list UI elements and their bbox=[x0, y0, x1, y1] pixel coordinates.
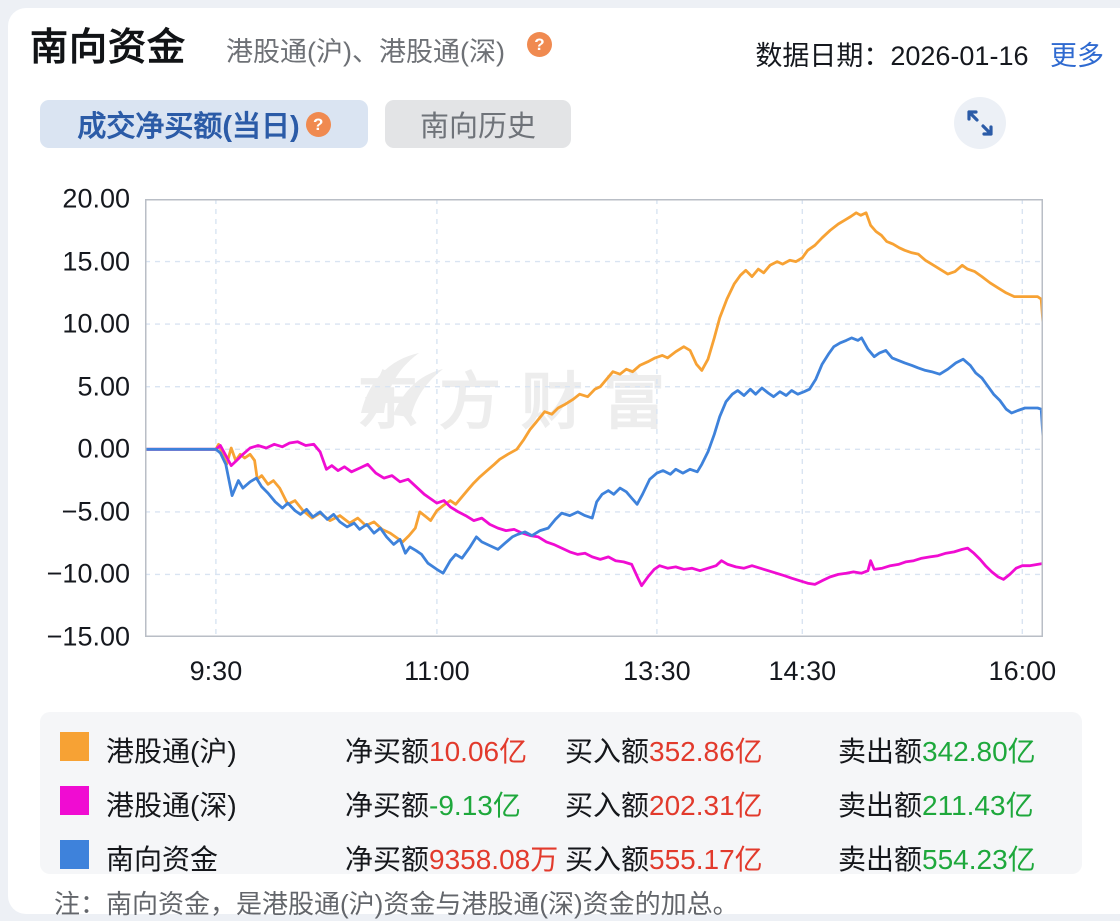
y-tick-label: −15.00 bbox=[46, 621, 130, 652]
data-date: 数据日期：2026-01-16 更多 bbox=[755, 34, 1104, 73]
legend-row-sh: 港股通(沪) 净买额10.06亿 买入额352.86亿 卖出额342.80亿 bbox=[40, 724, 1082, 770]
y-tick-label: −5.00 bbox=[61, 496, 130, 527]
sz-sell-value: 211.43亿 bbox=[922, 790, 1034, 821]
chart-plot[interactable]: 东方财富 bbox=[145, 199, 1043, 637]
page-title: 南向资金 bbox=[30, 27, 187, 69]
page-subtitle: 港股通(沪)、港股通(深) bbox=[226, 37, 505, 67]
south-name: 南向资金 bbox=[106, 844, 219, 875]
more-link[interactable]: 更多 bbox=[1050, 41, 1104, 71]
x-tick-label: 14:30 bbox=[768, 656, 837, 686]
sz-swatch bbox=[60, 786, 89, 815]
sh-buy-label: 买入额 bbox=[565, 736, 650, 767]
footnote: 注：南向资金，是港股通(沪)资金与港股通(深)资金的加总。 bbox=[54, 889, 739, 919]
y-tick-label: −10.00 bbox=[46, 558, 130, 589]
sz-name: 港股通(深) bbox=[106, 790, 237, 821]
y-tick-label: 10.00 bbox=[62, 308, 130, 339]
y-tick-label: 20.00 bbox=[62, 183, 130, 214]
panel-card: 南向资金 港股通(沪)、港股通(深) ? 数据日期：2026-01-16 更多 … bbox=[8, 8, 1120, 919]
tab-help-icon[interactable]: ? bbox=[305, 111, 331, 137]
legend-panel: 港股通(沪) 净买额10.06亿 买入额352.86亿 卖出额342.80亿 港… bbox=[40, 712, 1082, 875]
tab-south-history[interactable]: 南向历史 bbox=[385, 100, 571, 148]
expand-arrows-icon bbox=[953, 97, 1007, 153]
sz-net-value: -9.13亿 bbox=[429, 790, 521, 821]
sz-buy-label: 买入额 bbox=[565, 790, 650, 821]
tab-net-buy-today[interactable]: 成交净买额(当日) ? bbox=[40, 100, 368, 148]
expand-button[interactable] bbox=[953, 96, 1007, 150]
sh-sell-value: 342.80亿 bbox=[922, 736, 1036, 767]
tab-net-buy-label: 成交净买额(当日) bbox=[77, 111, 300, 143]
sz-buy-value: 202.31亿 bbox=[649, 790, 763, 821]
sh-net-value: 10.06亿 bbox=[429, 736, 528, 767]
south-sell-value: 554.23亿 bbox=[922, 844, 1036, 875]
south-buy-value: 555.17亿 bbox=[649, 844, 763, 875]
x-tick-label: 16:00 bbox=[988, 656, 1057, 686]
sh-buy-value: 352.86亿 bbox=[649, 736, 763, 767]
sz-sell-label: 卖出额 bbox=[838, 790, 923, 821]
south-net-label: 净买额 bbox=[345, 844, 430, 875]
line-chart[interactable] bbox=[145, 199, 1043, 637]
sh-sell-label: 卖出额 bbox=[838, 736, 923, 767]
south-net-value: 9358.08万 bbox=[429, 844, 559, 875]
sh-name: 港股通(沪) bbox=[106, 736, 237, 767]
y-tick-label: 5.00 bbox=[77, 371, 130, 402]
y-tick-label: 0.00 bbox=[77, 433, 130, 464]
sh-swatch bbox=[60, 732, 89, 761]
legend-row-sz: 港股通(深) 净买额-9.13亿 买入额202.31亿 卖出额211.43亿 bbox=[40, 778, 1082, 824]
legend-row-south: 南向资金 净买额9358.08万 买入额555.17亿 卖出额554.23亿 bbox=[40, 832, 1082, 878]
sz-net-label: 净买额 bbox=[345, 790, 430, 821]
south-sell-label: 卖出额 bbox=[838, 844, 923, 875]
sh-net-label: 净买额 bbox=[345, 736, 430, 767]
tab-south-history-label: 南向历史 bbox=[419, 111, 536, 143]
date-value: 2026-01-16 bbox=[890, 41, 1029, 71]
x-tick-label: 13:30 bbox=[623, 656, 691, 686]
south-buy-label: 买入额 bbox=[565, 844, 650, 875]
x-tick-label: 9:30 bbox=[189, 656, 243, 686]
south-swatch bbox=[60, 840, 89, 869]
header-help-icon[interactable]: ? bbox=[527, 32, 552, 57]
x-tick-label: 11:00 bbox=[404, 656, 470, 686]
date-label: 数据日期： bbox=[755, 41, 891, 71]
y-tick-label: 15.00 bbox=[62, 246, 130, 277]
